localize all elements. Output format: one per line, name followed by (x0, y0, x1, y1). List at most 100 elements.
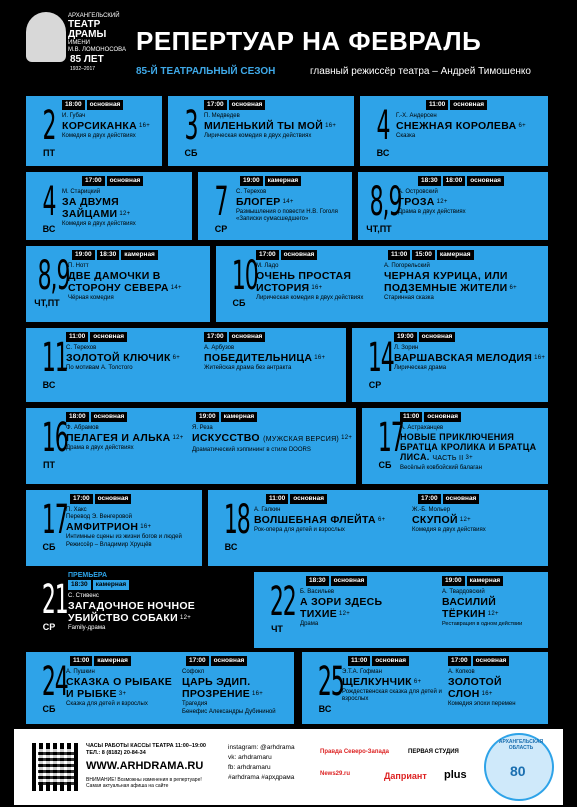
event-date: 3 СБ (184, 103, 199, 158)
event-title: ЧЕРНАЯ КУРИЦА, ИЛИ ПОДЗЕМНЫЕ ЖИТЕЛИ 6+ (384, 270, 517, 294)
event-title: НОВЫЕ ПРИКЛЮЧЕНИЯ БРАТЦА КРОЛИКА И БРАТЦ… (400, 432, 537, 462)
event-author: Б. Васильев (300, 589, 335, 595)
event-genre: Весёлый ковбойский балаган (400, 465, 482, 471)
event-author: П. Нотт (68, 263, 89, 269)
repertoire-notice: ВНИМАНИЕ! Возможны изменения в репертуар… (86, 777, 202, 789)
event-genre: Сказка для детей и взрослых (66, 701, 148, 708)
event-card[interactable]: 2 ПТ 18:00 основная И. Губач КОРСИКАНКА 16+… (26, 96, 162, 166)
event-author: Л. Зорин (394, 345, 419, 351)
event-title: ПЕЛАГЕЯ И АЛЬКА 12+ (66, 432, 184, 444)
event-genre: Family-драма (68, 625, 106, 632)
time-chip: 17:00 (204, 100, 227, 110)
event-genre: Рок-опера для детей и взрослых (254, 527, 345, 534)
stage-chip: основная (228, 332, 266, 342)
time-chip: 18:30 (306, 576, 329, 586)
event-genre: Интимные сцены из жизни богов и людей (66, 534, 182, 541)
event-author: А. Островский (398, 189, 438, 195)
event-genre: Чёрная комедия (68, 295, 114, 302)
event-date: 7 СР (214, 179, 229, 234)
event-title: ЗОЛОТОЙ КЛЮЧИК 6+ (66, 352, 181, 364)
event-date: 25 ВС (317, 659, 345, 714)
stage-chip: камерная (94, 656, 131, 666)
event-genre: Драма (300, 621, 319, 628)
time-chip: 18:30 (96, 250, 120, 260)
website-link[interactable]: WWW.ARHDRAMA.RU (86, 760, 204, 772)
box-office-hours: ЧАСЫ РАБОТЫ КАССЫ ТЕАТРА 11:00–19:00 ТЕЛ… (86, 743, 206, 756)
event-card[interactable]: 8,9 ЧТ,ПТ 19:00 18:30 камерная П. Нотт ДВЕ … (26, 246, 210, 322)
time-chip: 18:00 (66, 412, 89, 422)
event-author: П. Хакс (66, 507, 87, 513)
event-date: 24 СБ (41, 659, 69, 714)
instagram-link[interactable]: instagram: @arhdrama (228, 744, 295, 751)
event-title: СНЕЖНАЯ КОРОЛЕВА 6+ (396, 120, 526, 132)
event-author: А. Астраханцев (400, 425, 444, 431)
event-director: Режиссёр – Владимир Хрущёв (66, 542, 152, 549)
stage-chip: основная (210, 656, 248, 666)
time-chip: 19:00 (442, 576, 465, 586)
stage-chip: основная (330, 576, 368, 586)
event-title: ПОБЕДИТЕЛЬНИЦА 16+ (204, 352, 326, 364)
stage-chip: основная (372, 656, 410, 666)
event-author: А. Твардовский (442, 589, 485, 595)
time-chip: 18:00 (62, 100, 85, 110)
event-card-premiere[interactable]: 21 СР ПРЕМЬЕРА 18:30 камерная С. Стивенс З… (26, 570, 248, 646)
event-card[interactable]: 22 ЧТ 18:30 основная Б. Васильев А ЗОРИ ЗД… (254, 572, 548, 648)
event-card[interactable]: 25 ВС 11:00 основная Э.Т.А. Гофман ЩЕЛКУНЧ… (302, 652, 548, 724)
event-card[interactable]: 10 СБ 17:00 основная М. Ладо ОЧЕНЬ ПРОСТАЯ… (216, 246, 548, 322)
event-card[interactable]: 18 ВС 11:00 основная А. Галкин ВОЛШЕБНАЯ Ф… (208, 490, 548, 566)
event-card[interactable]: 17 СБ 17:00 основная П. Хакс Перевод Э. Ве… (26, 490, 202, 566)
event-title: БЛОГЕР 14+ (236, 196, 294, 208)
time-chip: 17:00 (418, 494, 441, 504)
event-genre: Рождественская сказка для детей и взросл… (342, 689, 442, 703)
event-card[interactable]: 17 СБ 11:00 основная А. Астраханцев НОВЫЕ … (362, 408, 548, 484)
stage-chip: основная (106, 176, 144, 186)
event-card[interactable]: 16 ПТ 18:00 основная Ф. Абрамов ПЕЛАГЕЯ И … (26, 408, 356, 484)
stage-chip: основная (472, 656, 510, 666)
event-author: С. Терехов (236, 189, 267, 195)
event-genre: Житейская драма без антракта (204, 365, 292, 372)
sponsor-logo: ПЕРВАЯ СТУДИЯ (408, 749, 459, 755)
region-anniversary-emblem: АРХАНГЕЛЬСКАЯ ОБЛАСТЬ 80 (484, 733, 554, 801)
event-title: ОЧЕНЬ ПРОСТАЯ ИСТОРИЯ 16+ (256, 270, 352, 294)
event-card[interactable]: 4 ВС 11:00 основная Г.-Х. Андерсен СНЕЖНАЯ… (360, 96, 548, 166)
time-chip: 11:00 (388, 250, 411, 260)
event-genre: Трагедия (182, 701, 208, 708)
event-date: 11 ВС (41, 335, 69, 390)
qr-code-icon[interactable] (32, 743, 80, 791)
event-card[interactable]: 24 СБ 11:00 камерная А. Пушкин СКАЗКА О РЫ… (26, 652, 294, 724)
event-card[interactable]: 14 СР 19:00 основная Л. Зорин ВАРШАВСКАЯ М… (352, 328, 548, 402)
time-chip: 18:00 (442, 176, 466, 186)
stage-chip: камерная (220, 412, 258, 422)
director-label: главный режиссёр театра – Андрей Тимошен… (310, 66, 531, 77)
event-author: С. Стивенс (68, 593, 99, 599)
event-card[interactable]: 11 ВС 11:00 основная С. Терехов ЗОЛОТОЙ КЛ… (26, 328, 346, 402)
stage-chip: камерная (466, 576, 504, 586)
event-date: 8,9 ЧТ,ПТ (366, 179, 402, 234)
stage-chip: основная (442, 494, 480, 504)
event-genre: Лирическая комедия в двух действиях (256, 295, 364, 302)
event-author: Я. Реза (192, 425, 213, 431)
event-card[interactable]: 7 СР 19:00 камерная С. Терехов БЛОГЕР 14+ Р… (198, 172, 352, 240)
event-genre: Размышления о повести Н.В. Гоголя «Запис… (236, 209, 338, 223)
stage-chip: основная (424, 412, 462, 422)
stage-chip: основная (280, 250, 318, 260)
event-title: ВАРШАВСКАЯ МЕЛОДИЯ 16+ (394, 352, 546, 364)
vk-link[interactable]: vk: arhdramaru (228, 754, 272, 761)
time-chip: 17:00 (204, 332, 227, 342)
event-title: ЗА ДВУМЯ ЗАЙЦАМИ 12+ (62, 196, 131, 220)
stage-chip: камерная (436, 250, 474, 260)
fb-link[interactable]: fb: arhdramaru (228, 764, 271, 771)
event-card[interactable]: 3 СБ 17:00 основная П. Медведев МИЛЕНЬКИЙ … (168, 96, 354, 166)
event-author: А. Галкин (254, 507, 281, 513)
event-genre: По мотивам А. Толстого (66, 365, 133, 372)
time-chip: 17:00 (70, 494, 93, 504)
theatre-logo-text: АРХАНГЕЛЬСКИЙ ТЕАТР ДРАМЫ ИМЕНИ М.В. ЛОМ… (68, 13, 126, 53)
stage-chip: основная (467, 176, 504, 186)
event-title: ДВЕ ДАМОЧКИ В СТОРОНУ СЕВЕРА 14+ (68, 270, 182, 294)
event-author: И. Губач (62, 113, 86, 119)
time-chip: 15:00 (412, 250, 435, 260)
event-card[interactable]: 8,9 ЧТ,ПТ 18:30 18:00 основная А. Островски… (358, 172, 548, 240)
time-chip: 17:00 (256, 250, 279, 260)
time-chip: 19:00 (72, 250, 95, 260)
event-card[interactable]: 4 ВС 17:00 основная М. Старицкий ЗА ДВУМЯ … (26, 172, 192, 240)
